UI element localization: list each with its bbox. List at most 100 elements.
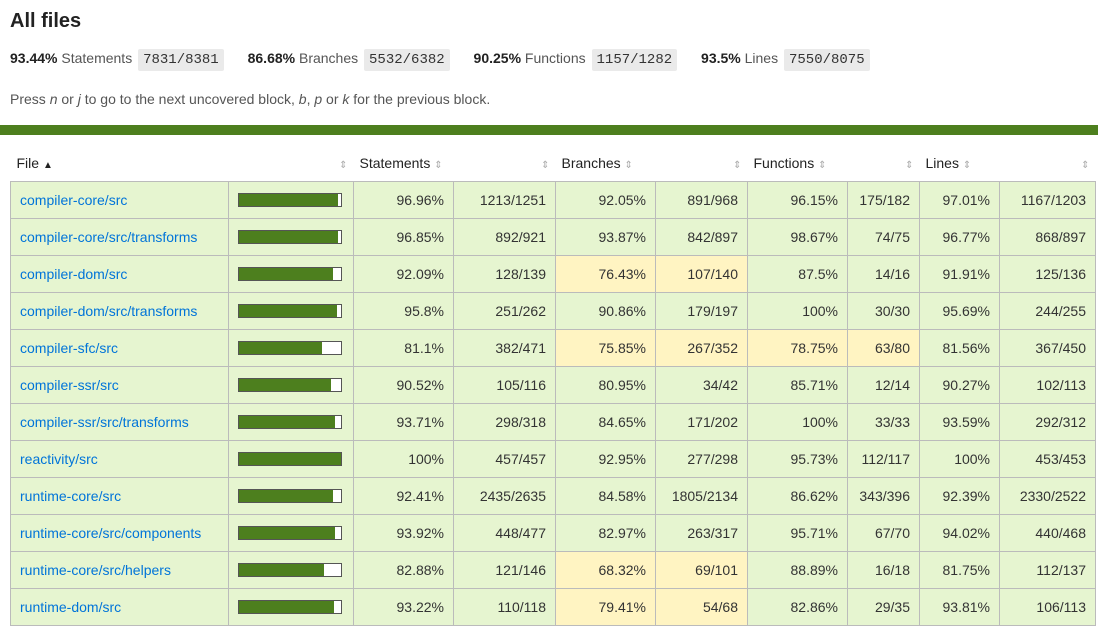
summary-pct: 93.44% [10, 50, 58, 66]
column-header-functions-raw[interactable]: ⇕ [848, 145, 920, 182]
lines-fraction: 125/136 [999, 255, 1096, 293]
branches-pct: 93.87% [555, 218, 656, 256]
file-link[interactable]: runtime-dom/src [20, 599, 122, 615]
sort-icon: ⇕ [541, 160, 550, 171]
file-cell: runtime-core/src/helpers [10, 551, 229, 589]
sort-icon: ⇕ [1081, 160, 1090, 171]
hint-text: , [306, 91, 315, 107]
column-header-label: Functions [753, 155, 815, 171]
coverage-bar-fill [239, 527, 335, 539]
functions-fraction: 14/16 [847, 255, 920, 293]
file-link[interactable]: compiler-core/src/transforms [20, 229, 198, 245]
sort-icon: ⇕ [339, 160, 348, 171]
coverage-bar-cell [228, 551, 354, 589]
file-link[interactable]: runtime-core/src [20, 488, 122, 504]
column-header-functions[interactable]: Functions ⇕ [748, 145, 848, 182]
statements-fraction: 121/146 [453, 551, 556, 589]
column-header-label: Lines [925, 155, 959, 171]
column-header-label: Statements [359, 155, 431, 171]
file-cell: compiler-core/src/transforms [10, 218, 229, 256]
sort-icon: ⇕ [733, 160, 742, 171]
file-link[interactable]: compiler-ssr/src/transforms [20, 414, 189, 430]
statements-fraction: 251/262 [453, 292, 556, 330]
branches-fraction: 179/197 [655, 292, 748, 330]
branches-pct: 84.65% [555, 403, 656, 441]
coverage-bar-cell [228, 292, 354, 330]
column-header-file-bar[interactable]: ⇕ [229, 145, 354, 182]
summary-pct: 86.68% [247, 50, 296, 66]
coverage-bar [238, 378, 342, 392]
statements-fraction: 892/921 [453, 218, 556, 256]
branches-pct: 76.43% [555, 255, 656, 293]
file-link[interactable]: compiler-sfc/src [20, 340, 119, 356]
column-header-branches[interactable]: Branches ⇕ [556, 145, 656, 182]
lines-fraction: 102/113 [999, 366, 1096, 404]
functions-fraction: 63/80 [847, 329, 920, 367]
file-cell: compiler-dom/src/transforms [10, 292, 229, 330]
coverage-bar [238, 267, 342, 281]
coverage-bar-cell [228, 181, 354, 219]
branches-pct: 80.95% [555, 366, 656, 404]
lines-pct: 94.02% [919, 514, 1000, 552]
lines-fraction: 292/312 [999, 403, 1096, 441]
coverage-bar [238, 600, 342, 614]
column-header-file[interactable]: File ▲ [11, 145, 229, 182]
functions-fraction: 74/75 [847, 218, 920, 256]
coverage-bar [238, 415, 342, 429]
sort-icon: ⇕ [434, 160, 443, 171]
branches-pct: 92.95% [555, 440, 656, 478]
file-link[interactable]: runtime-core/src/components [20, 525, 202, 541]
table-row: compiler-core/src/transforms 96.85% 892/92… [10, 218, 1096, 256]
file-link[interactable]: reactivity/src [20, 451, 98, 467]
column-header-statements-raw[interactable]: ⇕ [454, 145, 556, 182]
coverage-bar [238, 526, 342, 540]
summary-statements: 93.44% Statements 7831/8381 [10, 48, 224, 71]
lines-fraction: 2330/2522 [999, 477, 1096, 515]
file-link[interactable]: compiler-core/src [20, 192, 128, 208]
functions-fraction: 175/182 [847, 181, 920, 219]
statements-fraction: 457/457 [453, 440, 556, 478]
hint-key: j [77, 91, 81, 107]
coverage-bar-cell [228, 588, 354, 626]
file-link[interactable]: compiler-dom/src [20, 266, 128, 282]
coverage-bar [238, 341, 342, 355]
file-link[interactable]: runtime-core/src/helpers [20, 562, 171, 578]
lines-pct: 93.81% [919, 588, 1000, 626]
column-header-lines-raw[interactable]: ⇕ [1000, 145, 1096, 182]
functions-pct: 78.75% [747, 329, 848, 367]
file-link[interactable]: compiler-ssr/src [20, 377, 119, 393]
column-header-statements[interactable]: Statements ⇕ [354, 145, 454, 182]
coverage-bar-fill [239, 453, 341, 465]
coverage-bar-cell [228, 218, 354, 256]
functions-fraction: 112/117 [847, 440, 920, 478]
coverage-bar-cell [228, 477, 354, 515]
statements-fraction: 105/116 [453, 366, 556, 404]
functions-pct: 100% [747, 292, 848, 330]
table-row: runtime-core/src/helpers 82.88% 121/146 68.… [10, 551, 1096, 589]
coverage-bar [238, 563, 342, 577]
statements-pct: 82.88% [353, 551, 454, 589]
column-header-branches-raw[interactable]: ⇕ [656, 145, 748, 182]
summary-pct: 90.25% [473, 50, 522, 66]
lines-pct: 93.59% [919, 403, 1000, 441]
coverage-status-bar [0, 125, 1098, 135]
column-header-lines[interactable]: Lines ⇕ [920, 145, 1000, 182]
coverage-bar-fill [239, 379, 332, 391]
statements-fraction: 448/477 [453, 514, 556, 552]
header: All files 93.44% Statements 7831/8381 86… [0, 0, 1098, 108]
branches-fraction: 842/897 [655, 218, 748, 256]
branches-fraction: 34/42 [655, 366, 748, 404]
coverage-bar-cell [228, 366, 354, 404]
coverage-bar-cell [228, 255, 354, 293]
coverage-bar-fill [239, 490, 334, 502]
statements-pct: 95.8% [353, 292, 454, 330]
file-link[interactable]: compiler-dom/src/transforms [20, 303, 198, 319]
table-row: compiler-ssr/src/transforms 93.71% 298/318… [10, 403, 1096, 441]
summary-pct: 93.5% [701, 50, 741, 66]
column-header-label: File [16, 155, 40, 171]
coverage-summary: 93.44% Statements 7831/8381 86.68% Branc… [10, 48, 1088, 71]
table-row: runtime-core/src/components 93.92% 448/477… [10, 514, 1096, 552]
table-row: compiler-core/src 96.96% 1213/1251 92.05% 89… [10, 181, 1096, 219]
summary-fraction: 5532/6382 [364, 49, 450, 71]
page-title: All files [10, 10, 82, 32]
